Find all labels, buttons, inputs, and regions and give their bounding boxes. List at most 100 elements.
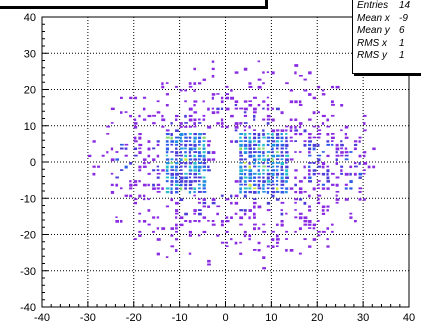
density-cell — [179, 162, 184, 164]
density-cell — [188, 180, 193, 183]
density-cell — [193, 125, 197, 128]
density-cell — [275, 129, 280, 132]
density-cell — [358, 162, 361, 165]
density-cell — [308, 194, 311, 198]
density-cell — [225, 198, 230, 201]
density-cell — [331, 114, 335, 117]
y-axis-tick-labels: 40 30 20 10 0 -10 -20 -30 -40 — [20, 12, 36, 314]
density-cell — [321, 205, 326, 209]
density-cell — [175, 136, 180, 139]
density-cell — [253, 172, 257, 175]
density-cell — [275, 198, 280, 201]
density-cell — [133, 125, 138, 129]
density-cell — [193, 122, 196, 126]
density-cell — [335, 158, 338, 162]
density-cell — [294, 198, 298, 201]
density-cell — [188, 114, 193, 118]
density-cell — [257, 60, 261, 63]
density-cell — [280, 209, 283, 212]
density-cell — [239, 223, 243, 226]
density-cell — [275, 169, 279, 172]
density-cell — [298, 100, 302, 104]
density-cell — [280, 136, 284, 140]
density-cell — [266, 140, 270, 143]
density-cell — [358, 198, 362, 201]
density-cell — [193, 212, 197, 215]
density-cell — [133, 198, 138, 201]
density-cell — [280, 187, 284, 190]
density-cell — [266, 96, 269, 99]
density-cell — [239, 169, 244, 173]
density-cell — [271, 238, 275, 242]
density-cell — [216, 107, 220, 111]
density-cell — [184, 165, 187, 168]
density-cell — [275, 147, 279, 150]
density-cell — [225, 241, 228, 244]
density-cell — [156, 140, 160, 143]
x-tick-label: 40 — [403, 312, 415, 324]
density-cell — [285, 162, 288, 164]
density-cell — [188, 140, 192, 143]
density-cell — [147, 172, 151, 175]
density-cell — [257, 154, 261, 158]
density-cell — [197, 176, 202, 179]
density-cell — [175, 191, 179, 194]
density-cell — [271, 129, 276, 133]
density-cell — [271, 187, 275, 190]
density-cell — [211, 60, 215, 63]
density-cell — [142, 107, 146, 111]
density-cell — [266, 162, 270, 164]
density-cell — [294, 100, 298, 104]
density-cell — [262, 136, 266, 139]
density-cell — [349, 151, 353, 153]
density-cell — [211, 107, 215, 110]
density-cell — [193, 140, 196, 143]
density-cell — [317, 162, 320, 164]
density-cell — [321, 122, 325, 125]
density-cell — [220, 118, 224, 122]
density-cell — [253, 133, 257, 136]
density-cell — [248, 85, 253, 88]
density-cell — [294, 201, 297, 204]
density-cell — [294, 125, 297, 129]
density-cell — [243, 165, 247, 168]
density-cell — [170, 176, 174, 179]
density-cell — [363, 122, 366, 125]
density-cell — [285, 147, 288, 150]
density-cell — [234, 201, 239, 205]
x-tick-label: -30 — [80, 312, 96, 324]
density-cell — [175, 165, 178, 169]
density-cell — [248, 180, 252, 182]
density-cell — [253, 187, 257, 190]
density-cell — [340, 154, 344, 157]
density-cell — [312, 125, 316, 128]
density-cell — [308, 147, 312, 151]
density-cell — [220, 125, 224, 128]
density-cell — [193, 143, 197, 147]
density-cell — [170, 140, 175, 143]
density-cell — [156, 183, 161, 186]
density-cell — [298, 216, 303, 220]
density-cell — [119, 147, 124, 150]
density-cell — [161, 169, 165, 172]
density-cell — [184, 187, 187, 190]
density-cell — [197, 133, 202, 136]
density-cell — [165, 104, 169, 107]
density-cell — [349, 172, 352, 176]
y-tick-label: 30 — [24, 48, 36, 60]
density-cell — [317, 136, 321, 139]
density-cell — [188, 82, 192, 85]
density-cell — [220, 100, 224, 104]
y-tick-label: -20 — [20, 230, 36, 242]
density-cell — [188, 107, 193, 111]
density-cell — [358, 136, 362, 139]
density-cell — [275, 245, 279, 248]
density-cell — [331, 136, 335, 139]
density-cell — [234, 122, 239, 125]
density-cell — [266, 122, 270, 125]
density-cell — [257, 162, 261, 164]
density-cell — [271, 118, 275, 122]
density-cell — [211, 67, 215, 71]
density-cell — [156, 172, 161, 175]
density-cell — [133, 136, 137, 140]
